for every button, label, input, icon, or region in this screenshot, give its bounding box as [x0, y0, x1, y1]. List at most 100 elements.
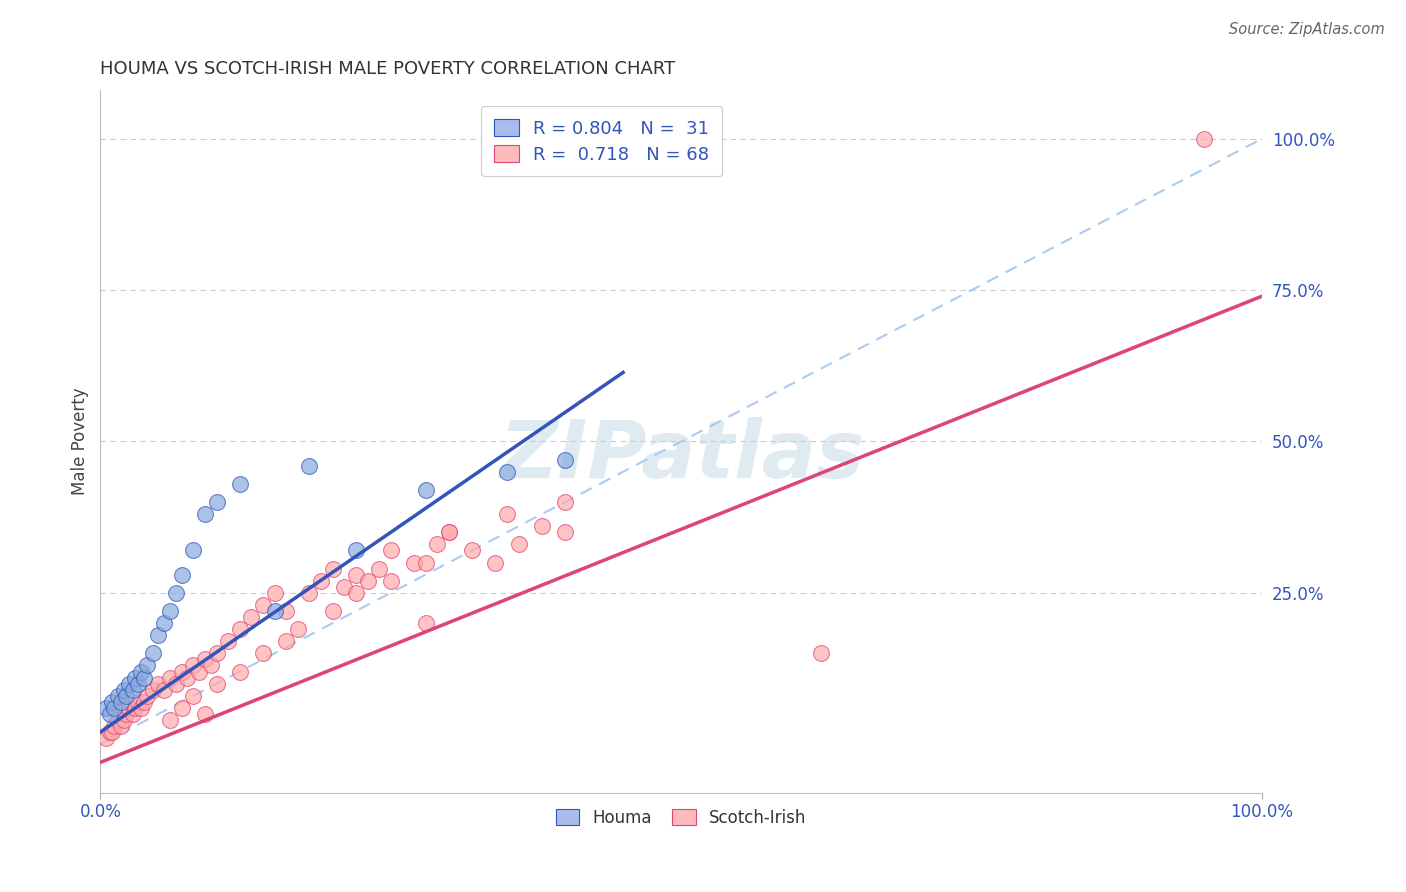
Point: [380, 574, 402, 588]
Point: [554, 525, 576, 540]
Point: [344, 567, 367, 582]
Point: [124, 701, 146, 715]
Point: [142, 682, 165, 697]
Point: [461, 543, 484, 558]
Point: [101, 695, 124, 709]
Point: [135, 689, 157, 703]
Point: [276, 634, 298, 648]
Point: [181, 689, 204, 703]
Text: ZIPatlas: ZIPatlas: [499, 417, 863, 494]
Point: [112, 682, 135, 697]
Point: [181, 658, 204, 673]
Point: [426, 537, 449, 551]
Point: [356, 574, 378, 588]
Point: [287, 622, 309, 636]
Point: [205, 676, 228, 690]
Point: [554, 452, 576, 467]
Point: [496, 465, 519, 479]
Point: [437, 525, 460, 540]
Point: [298, 458, 321, 473]
Point: [309, 574, 332, 588]
Point: [194, 706, 217, 721]
Point: [322, 561, 344, 575]
Point: [1192, 132, 1215, 146]
Point: [148, 628, 170, 642]
Point: [176, 671, 198, 685]
Point: [229, 665, 252, 679]
Point: [153, 682, 176, 697]
Point: [118, 701, 141, 715]
Point: [107, 713, 129, 727]
Point: [276, 604, 298, 618]
Point: [322, 604, 344, 618]
Point: [263, 604, 285, 618]
Point: [135, 658, 157, 673]
Point: [240, 610, 263, 624]
Point: [170, 665, 193, 679]
Point: [380, 543, 402, 558]
Point: [530, 519, 553, 533]
Point: [118, 676, 141, 690]
Point: [170, 567, 193, 582]
Point: [333, 580, 356, 594]
Point: [122, 706, 145, 721]
Point: [129, 665, 152, 679]
Point: [205, 646, 228, 660]
Point: [368, 561, 391, 575]
Point: [344, 543, 367, 558]
Point: [110, 719, 132, 733]
Text: Source: ZipAtlas.com: Source: ZipAtlas.com: [1229, 22, 1385, 37]
Point: [810, 646, 832, 660]
Point: [124, 671, 146, 685]
Point: [148, 676, 170, 690]
Point: [437, 525, 460, 540]
Point: [153, 616, 176, 631]
Point: [127, 695, 149, 709]
Point: [159, 671, 181, 685]
Point: [229, 622, 252, 636]
Point: [96, 731, 118, 746]
Point: [200, 658, 222, 673]
Point: [194, 507, 217, 521]
Point: [508, 537, 530, 551]
Point: [122, 682, 145, 697]
Point: [142, 646, 165, 660]
Point: [129, 701, 152, 715]
Point: [101, 725, 124, 739]
Point: [263, 586, 285, 600]
Point: [134, 695, 156, 709]
Point: [115, 706, 138, 721]
Point: [159, 604, 181, 618]
Point: [112, 713, 135, 727]
Point: [103, 719, 125, 733]
Point: [194, 652, 217, 666]
Point: [344, 586, 367, 600]
Point: [165, 586, 187, 600]
Point: [98, 725, 121, 739]
Point: [298, 586, 321, 600]
Text: HOUMA VS SCOTCH-IRISH MALE POVERTY CORRELATION CHART: HOUMA VS SCOTCH-IRISH MALE POVERTY CORRE…: [100, 60, 676, 78]
Point: [127, 676, 149, 690]
Point: [496, 507, 519, 521]
Y-axis label: Male Poverty: Male Poverty: [72, 388, 89, 495]
Point: [252, 646, 274, 660]
Point: [110, 695, 132, 709]
Point: [115, 689, 138, 703]
Point: [205, 495, 228, 509]
Point: [165, 676, 187, 690]
Point: [484, 556, 506, 570]
Point: [107, 689, 129, 703]
Point: [402, 556, 425, 570]
Legend: Houma, Scotch-Irish: Houma, Scotch-Irish: [550, 802, 813, 833]
Point: [159, 713, 181, 727]
Point: [415, 556, 437, 570]
Point: [134, 671, 156, 685]
Point: [252, 598, 274, 612]
Point: [554, 495, 576, 509]
Point: [217, 634, 239, 648]
Point: [415, 616, 437, 631]
Point: [181, 543, 204, 558]
Point: [98, 706, 121, 721]
Point: [103, 701, 125, 715]
Point: [170, 701, 193, 715]
